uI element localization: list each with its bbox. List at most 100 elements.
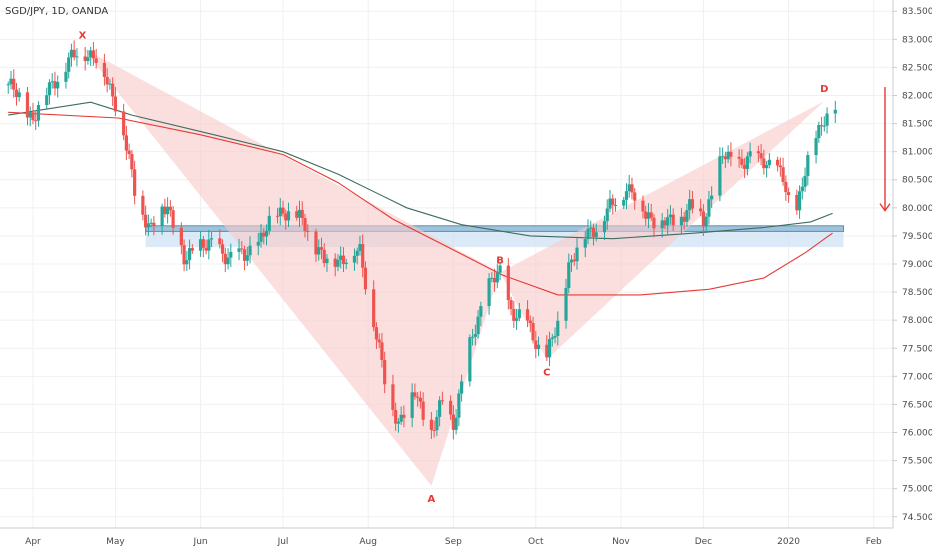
candle [421, 392, 425, 427]
candle [317, 239, 321, 261]
candle [297, 200, 302, 227]
price-tick-label: 74.500 [902, 513, 932, 523]
candle [819, 116, 824, 136]
candle-body [220, 244, 225, 254]
candle-body [613, 204, 618, 206]
candle [553, 327, 557, 344]
candle-body [528, 320, 532, 324]
candle [124, 125, 128, 161]
candle-body [710, 195, 714, 200]
candle-body [608, 198, 612, 209]
candle-body [6, 84, 10, 86]
candle [468, 334, 472, 387]
candle-body [688, 199, 692, 211]
candle-body [245, 255, 249, 261]
candle [383, 351, 387, 394]
candle [259, 223, 263, 248]
pattern-triangle-xab [82, 47, 501, 486]
candle [550, 333, 554, 347]
candle-body [487, 278, 491, 307]
candle [67, 52, 71, 79]
price-tick-label: 81.000 [902, 148, 932, 158]
candle-body [34, 120, 38, 122]
candle-body [295, 211, 299, 218]
candle-body [633, 192, 637, 201]
candle-body [490, 277, 494, 279]
candle-body [495, 272, 499, 283]
candle [295, 205, 299, 221]
candle-body [160, 206, 164, 226]
candle [679, 207, 684, 234]
candle-body [748, 151, 752, 157]
candle [569, 255, 574, 272]
candle [495, 264, 499, 289]
candle-body [413, 392, 417, 397]
candle-body [67, 57, 71, 72]
candle-body [89, 50, 93, 58]
candle-body [319, 247, 324, 250]
candle [190, 244, 194, 254]
candle-body [509, 300, 513, 310]
candle [149, 218, 153, 228]
price-tick-label: 83.500 [902, 7, 932, 17]
candle [352, 248, 357, 271]
candle [89, 46, 93, 67]
candle [306, 224, 310, 241]
candlesticks [6, 40, 837, 440]
candle [267, 206, 271, 235]
candle [707, 190, 711, 225]
symbol-title: SGD/JPY, 1D, OANDA [5, 6, 108, 17]
candle [814, 130, 818, 164]
candle-body [124, 135, 128, 151]
candle [105, 68, 109, 93]
candle-body [47, 82, 52, 96]
candle-body [743, 164, 747, 169]
candle-body [358, 244, 362, 251]
candle-body [201, 239, 205, 248]
candle-body [352, 255, 357, 263]
price-tick-label: 82.000 [902, 91, 932, 101]
candle [432, 420, 436, 438]
candle-body [451, 414, 455, 430]
candle [822, 116, 826, 132]
candle [47, 79, 52, 105]
arrow-head [879, 203, 891, 212]
candle [440, 391, 444, 405]
candle-body [671, 214, 675, 226]
candle [218, 229, 222, 249]
candle-body [454, 417, 458, 430]
candle-body [242, 249, 247, 261]
candle-body [833, 109, 837, 114]
pattern-label-a: A [428, 494, 436, 505]
candle-body [144, 214, 148, 228]
candle-body [652, 217, 656, 229]
pattern-label-c: C [543, 367, 550, 378]
price-tick-label: 83.000 [902, 35, 932, 45]
time-axis[interactable]: Apr May Jun Jul Aug Sep Oct Nov Dec 2020 Feb [25, 537, 882, 547]
candle-body [536, 344, 541, 350]
candle-body [377, 339, 381, 343]
candle [374, 322, 379, 349]
candle-body [229, 251, 233, 258]
candle-body [344, 262, 348, 265]
candle-body [605, 208, 609, 222]
candle-body [797, 191, 802, 211]
time-tick-label: Oct [528, 537, 544, 547]
candle-body [682, 216, 686, 222]
candle-body [108, 83, 112, 85]
candle [91, 42, 96, 66]
candle [710, 186, 714, 208]
candle-body [468, 337, 472, 382]
candle [171, 205, 175, 235]
candle-body [550, 337, 554, 340]
candle [514, 308, 519, 331]
candle-body [399, 414, 403, 422]
price-axis[interactable]: 83.500 83.000 82.500 82.000 81.500 81.000 80.5… [893, 7, 932, 523]
candle-body [432, 429, 436, 431]
candle-body [86, 57, 90, 62]
candle [14, 82, 19, 106]
price-tick-label: 79.500 [902, 232, 932, 242]
candle [646, 203, 651, 229]
candle [319, 237, 324, 260]
